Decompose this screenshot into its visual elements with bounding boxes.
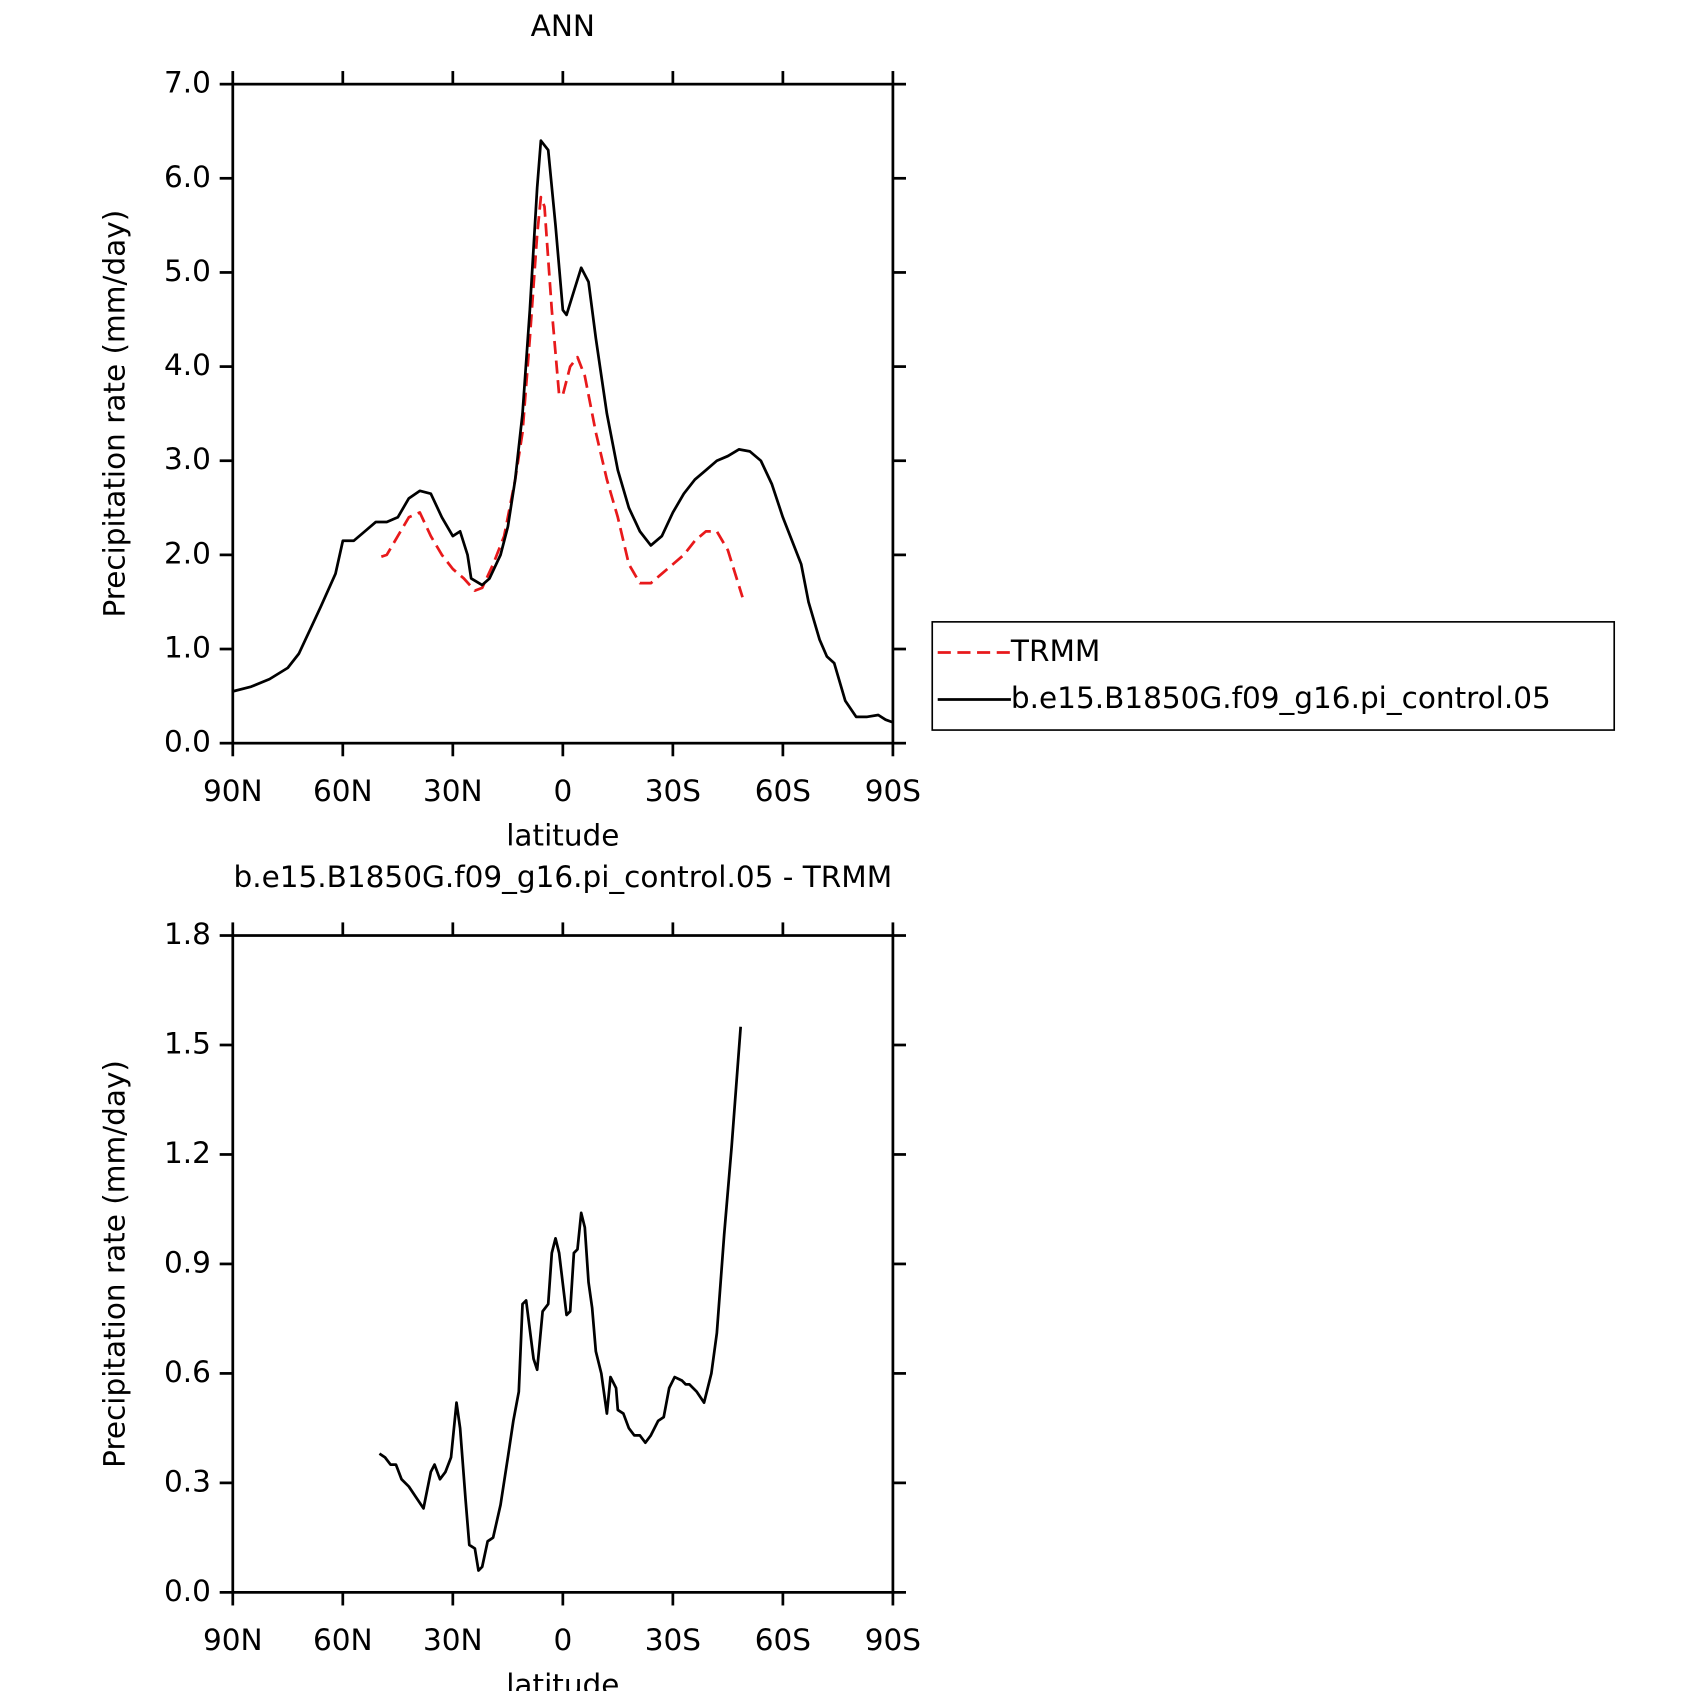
x-tick-label: 90N bbox=[203, 774, 263, 808]
plot-frame bbox=[231, 82, 895, 745]
x-tick-label: 30S bbox=[645, 774, 701, 808]
legend-label: b.e15.B1850G.f09_g16.pi_control.05 bbox=[1011, 681, 1551, 715]
x-tick-label: 60S bbox=[755, 774, 811, 808]
data-line bbox=[378, 1026, 743, 1572]
y-tick-label: 0.0 bbox=[164, 1574, 211, 1608]
y-tick-label: 2.0 bbox=[164, 536, 211, 570]
data-line bbox=[380, 195, 744, 598]
y-tick-label: 7.0 bbox=[164, 66, 211, 100]
legend-box bbox=[931, 621, 1616, 731]
y-tick-label: 4.0 bbox=[164, 348, 211, 382]
x-axis-label: latitude bbox=[506, 819, 619, 853]
x-tick-label: 90S bbox=[865, 774, 921, 808]
y-tick-label: 1.5 bbox=[164, 1026, 211, 1060]
y-tick-label: 0.6 bbox=[164, 1355, 211, 1389]
x-tick-label: 0 bbox=[553, 774, 572, 808]
x-axis-label: latitude bbox=[506, 1668, 619, 1691]
y-tick-label: 0.9 bbox=[164, 1245, 211, 1279]
x-tick-label: 90S bbox=[865, 1623, 921, 1657]
y-tick-label: 1.0 bbox=[164, 631, 211, 665]
x-tick-label: 60N bbox=[313, 774, 373, 808]
chart-title: b.e15.B1850G.f09_g16.pi_control.05 - TRM… bbox=[233, 860, 892, 894]
y-tick-label: 6.0 bbox=[164, 160, 211, 194]
y-tick-label: 1.8 bbox=[164, 917, 211, 951]
data-line bbox=[232, 139, 894, 724]
x-tick-label: 30N bbox=[423, 774, 483, 808]
y-tick-label: 1.2 bbox=[164, 1136, 211, 1170]
y-tick-label: 3.0 bbox=[164, 442, 211, 476]
x-tick-label: 90N bbox=[203, 1623, 263, 1657]
legend-label: TRMM bbox=[1010, 634, 1100, 668]
x-tick-label: 30N bbox=[423, 1623, 483, 1657]
y-tick-label: 0.3 bbox=[164, 1464, 211, 1498]
figure-root: ANN 90N 60N 30N 0 30S 60S 90S 0.0 1.0 2.0 3.0 4.0 5.0… bbox=[97, 9, 1616, 1691]
y-axis-label: Precipitation rate (mm/day) bbox=[97, 210, 131, 618]
x-tick-label: 60S bbox=[755, 1623, 811, 1657]
chart-title: ANN bbox=[531, 9, 595, 43]
x-tick-label: 60N bbox=[313, 1623, 373, 1657]
y-tick-label: 0.0 bbox=[164, 725, 211, 759]
x-tick-label: 30S bbox=[645, 1623, 701, 1657]
y-tick-label: 5.0 bbox=[164, 254, 211, 288]
x-tick-label: 0 bbox=[553, 1623, 572, 1657]
plot-frame bbox=[231, 934, 895, 1594]
y-axis-label: Precipitation rate (mm/day) bbox=[97, 1060, 131, 1468]
